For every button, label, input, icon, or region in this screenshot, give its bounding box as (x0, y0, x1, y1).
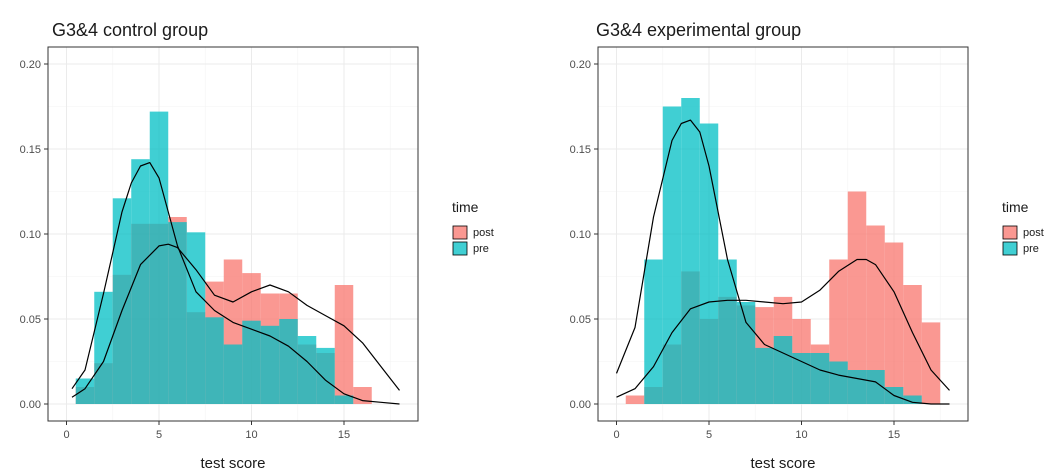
bar-pre (186, 232, 206, 404)
legend-label-pre: pre (473, 243, 489, 255)
y-tick-label: 0.20 (570, 59, 591, 71)
bar-pre (334, 395, 354, 404)
bar-post (903, 285, 922, 404)
chart-title: G3&4 control group (52, 20, 208, 40)
bar-pre (829, 361, 848, 404)
bar-pre (242, 320, 261, 404)
bar-pre (792, 353, 811, 404)
bar-pre (810, 353, 830, 404)
bar-pre (866, 370, 885, 404)
control-group-chart: G3&4 control group 0 5 10 15 0.000.050.100.… (20, 20, 494, 472)
y-tick-label: 0.10 (570, 229, 591, 241)
bar-pre (205, 317, 224, 404)
x-tick-label: 15 (888, 429, 900, 441)
y-tick-label: 0.20 (20, 59, 41, 71)
x-axis-title: test score (200, 455, 265, 472)
legend-label-post: post (1023, 227, 1044, 239)
legend-title: time (452, 199, 479, 215)
bar-pre (681, 98, 700, 404)
bar-pre (279, 319, 298, 404)
x-tick-label: 5 (706, 429, 712, 441)
legend-label-post: post (473, 227, 494, 239)
density-line-post (71, 243, 400, 398)
x-tick-label: 15 (338, 429, 350, 441)
bar-pre (903, 395, 922, 404)
x-tick-label: 10 (245, 429, 257, 441)
bar-pre (75, 378, 95, 404)
bar-pre (718, 259, 737, 404)
bar-pre (847, 370, 867, 404)
histogram-bars (625, 98, 941, 404)
bar-pre (112, 198, 132, 404)
bar-pre (316, 347, 335, 404)
y-tick-label: 0.15 (570, 144, 591, 156)
bar-pre (736, 302, 756, 404)
bar-pre (755, 347, 774, 404)
bar-pre (149, 111, 169, 404)
legend-label-pre: pre (1023, 243, 1039, 255)
chart-title: G3&4 experimental group (596, 20, 801, 40)
bar-post (847, 191, 867, 404)
y-axis-ticks: 0.00 0.05 0.10 0.15 0.20 (570, 59, 598, 411)
density-line-post (616, 258, 950, 398)
density-line-pre (615, 119, 950, 405)
bar-pre (699, 123, 719, 404)
bar-post (625, 395, 645, 404)
bar-pre (223, 344, 243, 404)
legend: time post pre (452, 199, 494, 256)
y-tick-label: 0.15 (20, 144, 41, 156)
density-curves (71, 162, 400, 405)
bar-pre (297, 336, 317, 404)
bar-pre (131, 159, 150, 404)
x-axis-ticks: 0 5 10 15 (63, 421, 350, 441)
x-tick-label: 10 (795, 429, 807, 441)
density-line-pre (71, 162, 400, 405)
bar-post (921, 322, 941, 404)
x-tick-label: 0 (63, 429, 69, 441)
experimental-group-chart: G3&4 experimental group 0 5 10 15 0.000.050… (570, 20, 1044, 472)
x-axis-ticks: 0 5 10 15 (613, 421, 900, 441)
legend-key-pre (1002, 241, 1018, 256)
bar-post (884, 242, 904, 404)
y-tick-label: 0.10 (20, 229, 41, 241)
bar-pre (260, 325, 280, 404)
y-axis-ticks: 0.00 0.05 0.10 0.15 0.20 (20, 59, 48, 411)
bar-pre (168, 222, 187, 404)
bar-pre (94, 291, 113, 404)
legend: time post pre (1002, 199, 1044, 256)
bar-pre (662, 106, 682, 404)
bar-pre (773, 336, 793, 404)
x-tick-label: 5 (156, 429, 162, 441)
bar-post (866, 225, 885, 404)
x-axis-title: test score (750, 455, 815, 472)
histogram-bars (75, 111, 372, 404)
y-tick-label: 0.05 (570, 314, 591, 326)
legend-key-pre (452, 241, 468, 256)
y-tick-label: 0.00 (20, 399, 41, 411)
legend-key-post (452, 225, 468, 240)
bar-pre (644, 259, 663, 404)
y-tick-label: 0.05 (20, 314, 41, 326)
density-curves (615, 119, 950, 405)
bar-post (334, 285, 354, 404)
legend-title: time (1002, 199, 1029, 215)
x-tick-label: 0 (613, 429, 619, 441)
bar-post (353, 387, 372, 404)
y-tick-label: 0.00 (570, 399, 591, 411)
legend-key-post (1002, 225, 1018, 240)
